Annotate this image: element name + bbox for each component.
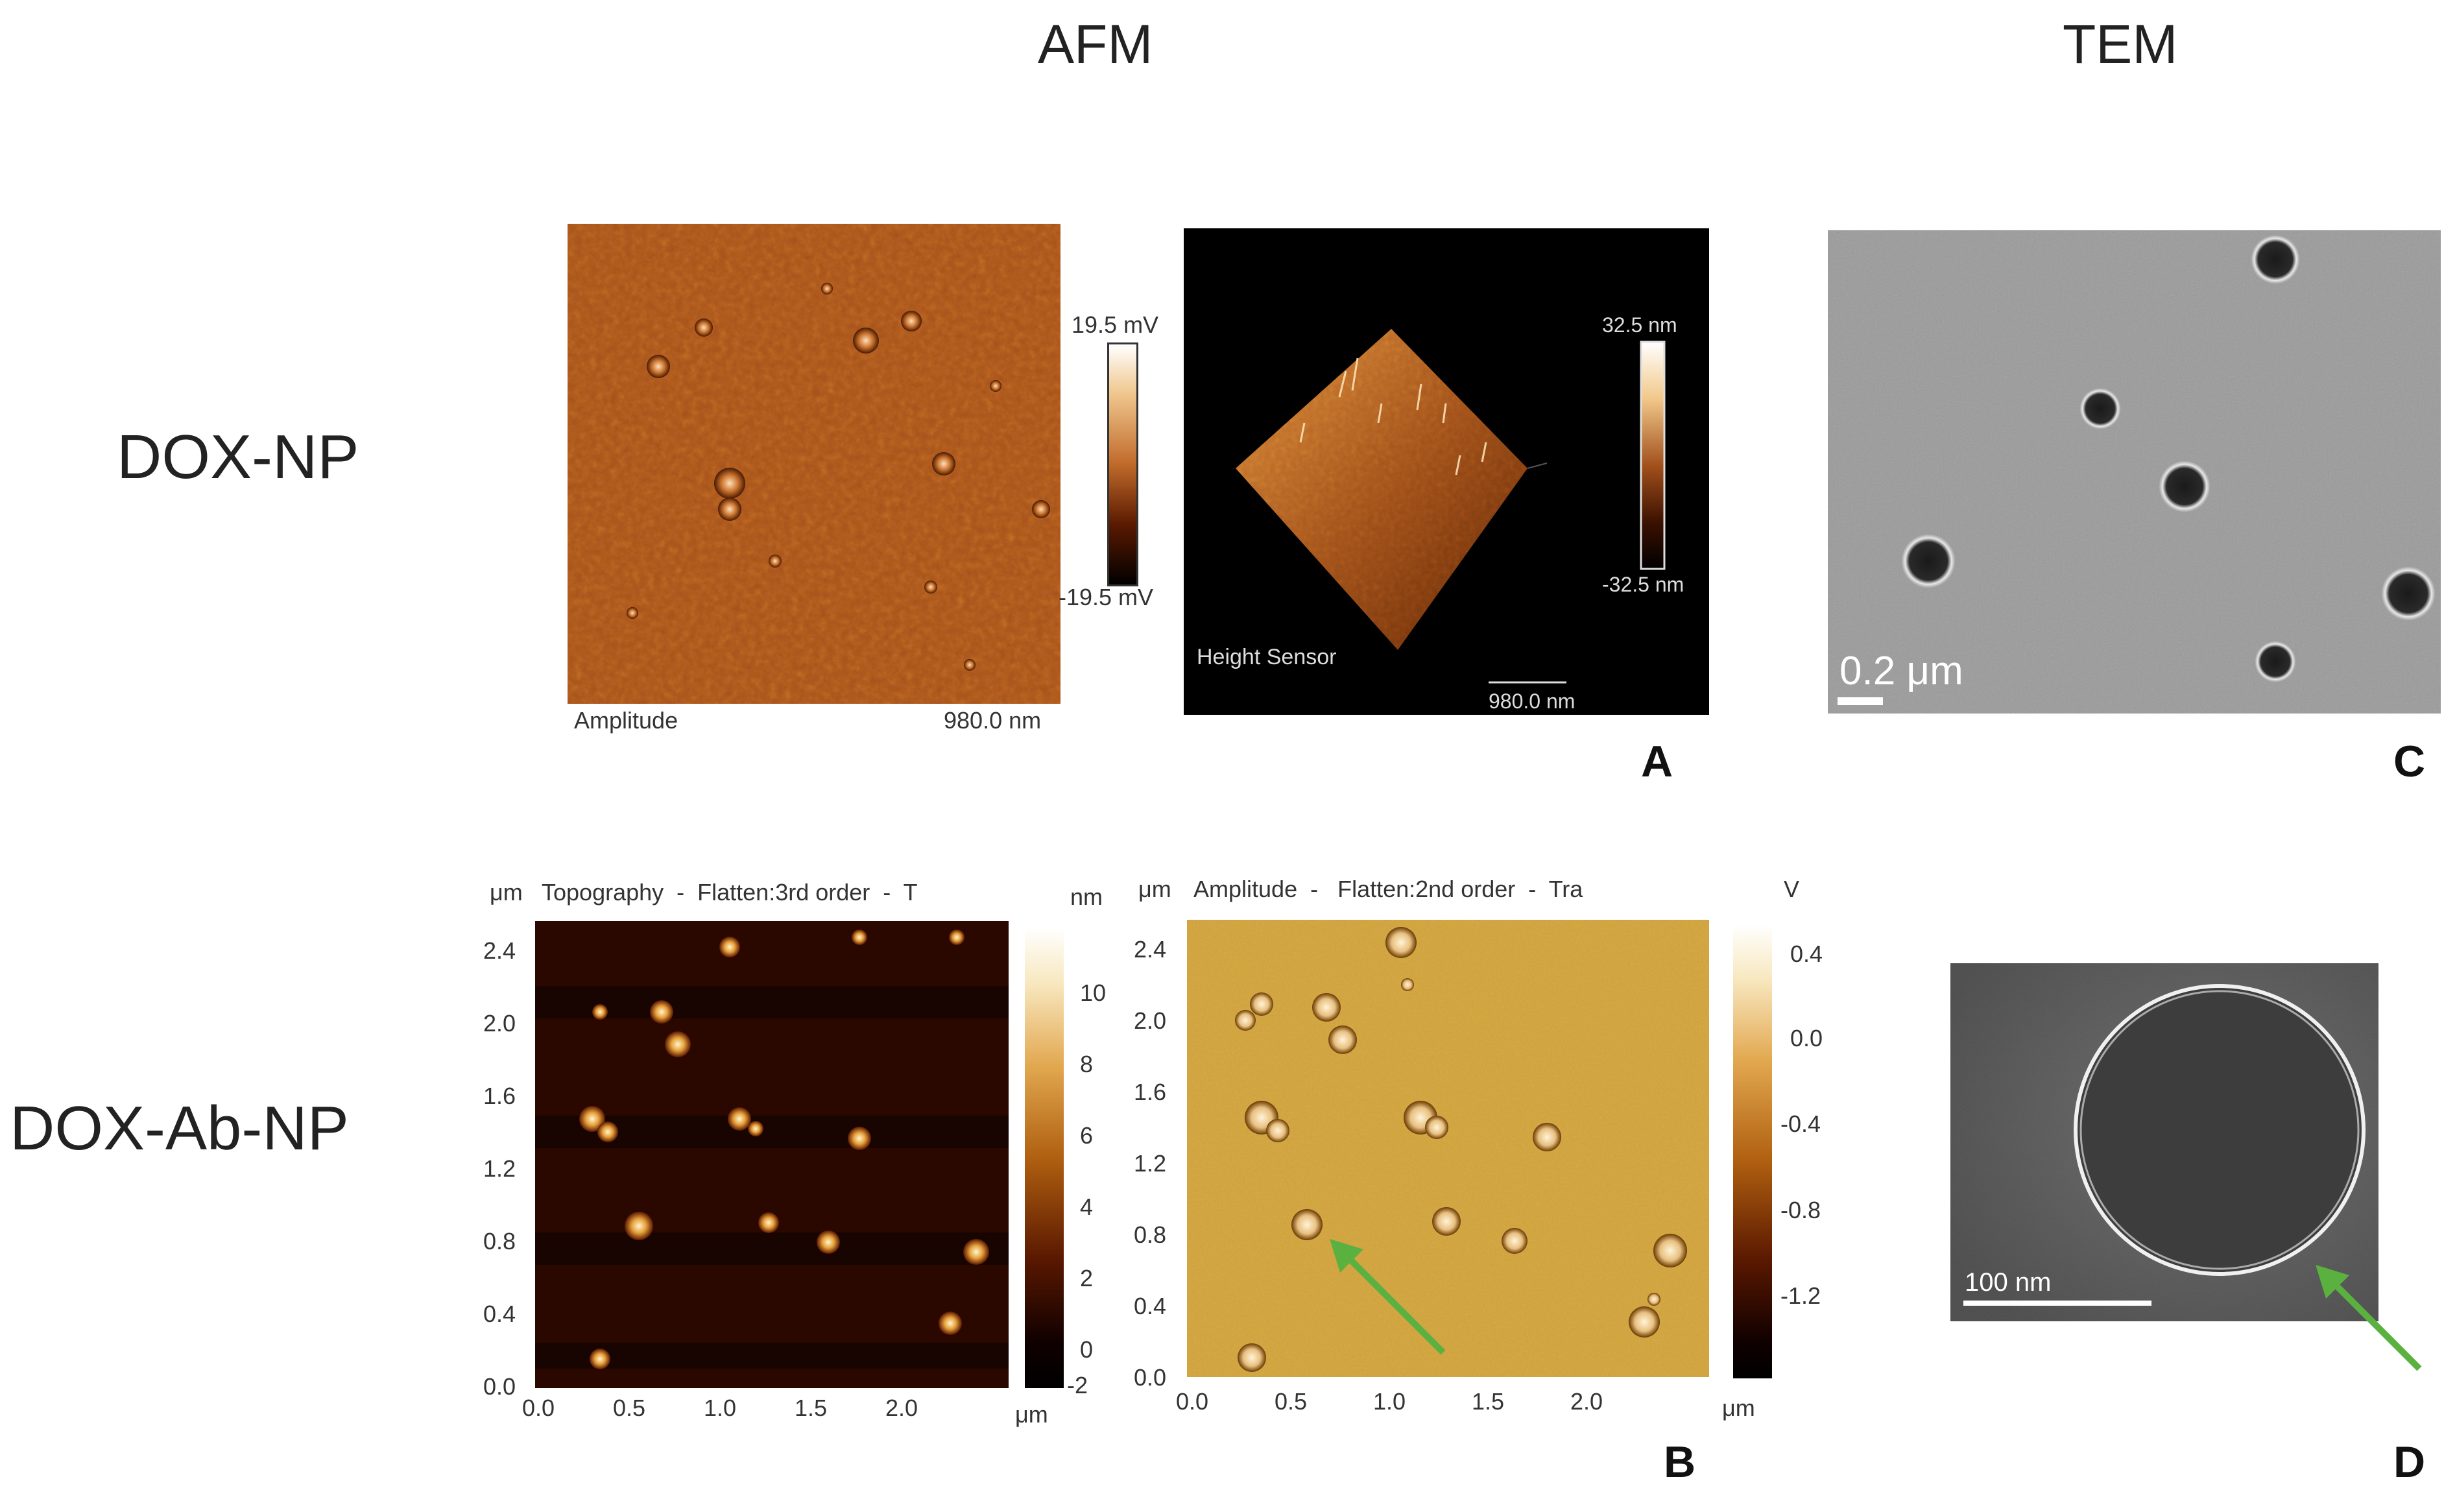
amp-colorbar-tick: -1.2: [1780, 1282, 1821, 1309]
afm-amplitude-label: Amplitude: [574, 707, 678, 734]
topo-x-tick: 2.0: [885, 1395, 918, 1421]
row-label-dox-np: DOX-NP: [117, 422, 359, 492]
topo-colorbar-tick: -2: [1067, 1372, 1088, 1398]
row-label-dox-ab-np: DOX-Ab-NP: [10, 1094, 349, 1163]
panel-letter-d: D: [2393, 1437, 2426, 1487]
amp-colorbar: [1733, 924, 1772, 1378]
topo-colorbar-tick: 0: [1080, 1336, 1094, 1363]
topo-colorbar-tick: 2: [1080, 1265, 1094, 1291]
amp-y-unit: μm: [1138, 876, 1171, 902]
afm-amplitude-image: [568, 224, 1060, 704]
amp-y-tick: 2.4: [1134, 936, 1167, 963]
topo-colorbar: [1025, 928, 1064, 1388]
amp-y-tick: 1.6: [1134, 1079, 1167, 1105]
topo-colorbar-tick: 4: [1080, 1194, 1094, 1220]
amp-x-tick: 2.0: [1570, 1388, 1603, 1415]
topo-x-tick: 0.5: [613, 1395, 646, 1421]
topo-colorbar-tick: 8: [1080, 1051, 1094, 1077]
green-arrow-d: [2316, 1265, 2422, 1371]
amp-x-tick: 0.5: [1275, 1388, 1308, 1415]
topo-colorbar-unit: nm: [1070, 883, 1103, 910]
amp-colorbar-unit: V: [1784, 876, 1800, 902]
amp-colorbar-tick: 0.4: [1790, 941, 1823, 967]
amp-y-tick: 0.0: [1134, 1364, 1167, 1391]
panel-letter-c: C: [2393, 737, 2426, 786]
afm-amplitude-scale: 980.0 nm: [944, 707, 1042, 734]
amp-x-tick: 0.0: [1176, 1388, 1209, 1415]
afm-amplitude-colorbar: [1107, 342, 1138, 586]
topo-colorbar-tick: 6: [1080, 1122, 1094, 1149]
topo-y-tick: 2.4: [483, 937, 516, 964]
topo-y-tick: 1.6: [483, 1083, 516, 1109]
amp-x-unit: μm: [1722, 1395, 1755, 1421]
topo-y-tick: 1.2: [483, 1155, 516, 1182]
afm-amplitude-colorbar-min: -19.5 mV: [1059, 584, 1154, 610]
panel-letter-b: B: [1664, 1437, 1696, 1487]
afm-height-colorbar-max: 32.5 nm: [1602, 313, 1677, 337]
afm-height-sensor-label: Height Sensor: [1197, 645, 1336, 669]
tem-scale-label-c: 0.2 μm: [1839, 649, 1963, 693]
amp-colorbar-tick: -0.4: [1780, 1110, 1821, 1137]
tem-scale-label-d: 100 nm: [1965, 1268, 2051, 1297]
topo-title: Topography - Flatten:3rd order - T: [542, 879, 918, 906]
afm-height-sensor-scale: 980.0 nm: [1489, 690, 1575, 713]
topo-y-tick: 0.8: [483, 1228, 516, 1254]
tem-image-dox-ab-np: 100 nm: [1950, 963, 2378, 1321]
topo-y-unit: μm: [490, 879, 523, 906]
panel-letter-a: A: [1641, 737, 1673, 786]
amp-x-tick: 1.5: [1472, 1388, 1505, 1415]
topo-y-tick: 2.0: [483, 1010, 516, 1037]
topo-x-tick: 0.0: [522, 1395, 555, 1421]
topo-x-unit: μm: [1015, 1401, 1048, 1428]
afm-height-colorbar-min: -32.5 nm: [1602, 573, 1684, 596]
amp-y-tick: 1.2: [1134, 1150, 1167, 1177]
topo-y-tick: 0.0: [483, 1373, 516, 1400]
topography-image: [535, 921, 1009, 1388]
amp-title: Amplitude - Flatten:2nd order - Tra: [1193, 876, 1583, 902]
amp-colorbar-tick: -0.8: [1780, 1197, 1821, 1223]
tem-image-dox-np: 0.2 μm: [1828, 230, 2441, 714]
topo-colorbar-tick: 10: [1080, 979, 1107, 1006]
tem-header: TEM: [2063, 14, 2178, 75]
amp-colorbar-tick: 0.0: [1790, 1025, 1823, 1051]
afm-header: AFM: [1038, 14, 1153, 75]
afm-height-sensor-image: Height Sensor 980.0 nm 32.5 nm -32.5 nm: [1184, 228, 1709, 715]
topo-y-tick: 0.4: [483, 1301, 516, 1327]
amplitude-image-b: [1187, 920, 1709, 1377]
afm-amplitude-colorbar-max: 19.5 mV: [1072, 311, 1159, 338]
topo-x-tick: 1.0: [704, 1395, 737, 1421]
topo-x-tick: 1.5: [795, 1395, 828, 1421]
amp-y-tick: 0.8: [1134, 1221, 1167, 1248]
amp-y-tick: 0.4: [1134, 1293, 1167, 1319]
amp-x-tick: 1.0: [1373, 1388, 1406, 1415]
green-arrow-b: [1330, 1239, 1446, 1355]
amp-y-tick: 2.0: [1134, 1007, 1167, 1034]
